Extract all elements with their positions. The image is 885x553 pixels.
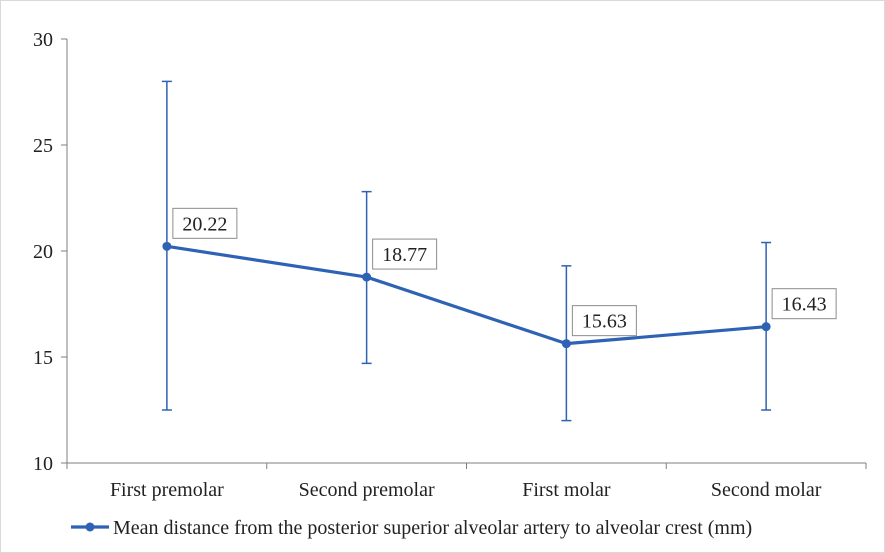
error-bars xyxy=(161,80,772,422)
series-line-group xyxy=(162,241,771,349)
legend-marker xyxy=(85,522,95,532)
data-point xyxy=(162,241,172,251)
y-tick-label: 20 xyxy=(33,241,53,263)
y-tick-label: 10 xyxy=(33,453,53,475)
data-point xyxy=(362,272,372,282)
y-tick-label: 15 xyxy=(33,347,53,369)
data-label: 16.43 xyxy=(782,294,827,316)
x-tick-label: Second molar xyxy=(711,479,822,501)
data-label: 20.22 xyxy=(182,213,227,235)
data-point xyxy=(561,339,571,349)
legend-label: Mean distance from the posterior superio… xyxy=(113,517,752,539)
legend: Mean distance from the posterior superio… xyxy=(71,517,752,539)
series-line xyxy=(166,244,767,346)
y-tick-label: 25 xyxy=(33,135,53,157)
data-label-box xyxy=(771,288,837,320)
data-label-box xyxy=(372,238,438,270)
data-label: 15.63 xyxy=(582,311,627,333)
data-label: 18.77 xyxy=(382,244,427,266)
x-tick-label: Second premolar xyxy=(299,479,435,501)
data-label-box xyxy=(172,207,238,239)
data-point xyxy=(761,322,771,332)
x-tick-label: First premolar xyxy=(110,479,224,501)
x-tick-label: First molar xyxy=(522,479,611,501)
y-tick-label: 30 xyxy=(33,29,53,51)
axes: 10 15 20 25 30 First premolar Second premolar F… xyxy=(33,29,867,501)
data-labels: 20.22 18.77 15.63 16.43 xyxy=(172,207,837,337)
data-label-box xyxy=(571,305,637,337)
